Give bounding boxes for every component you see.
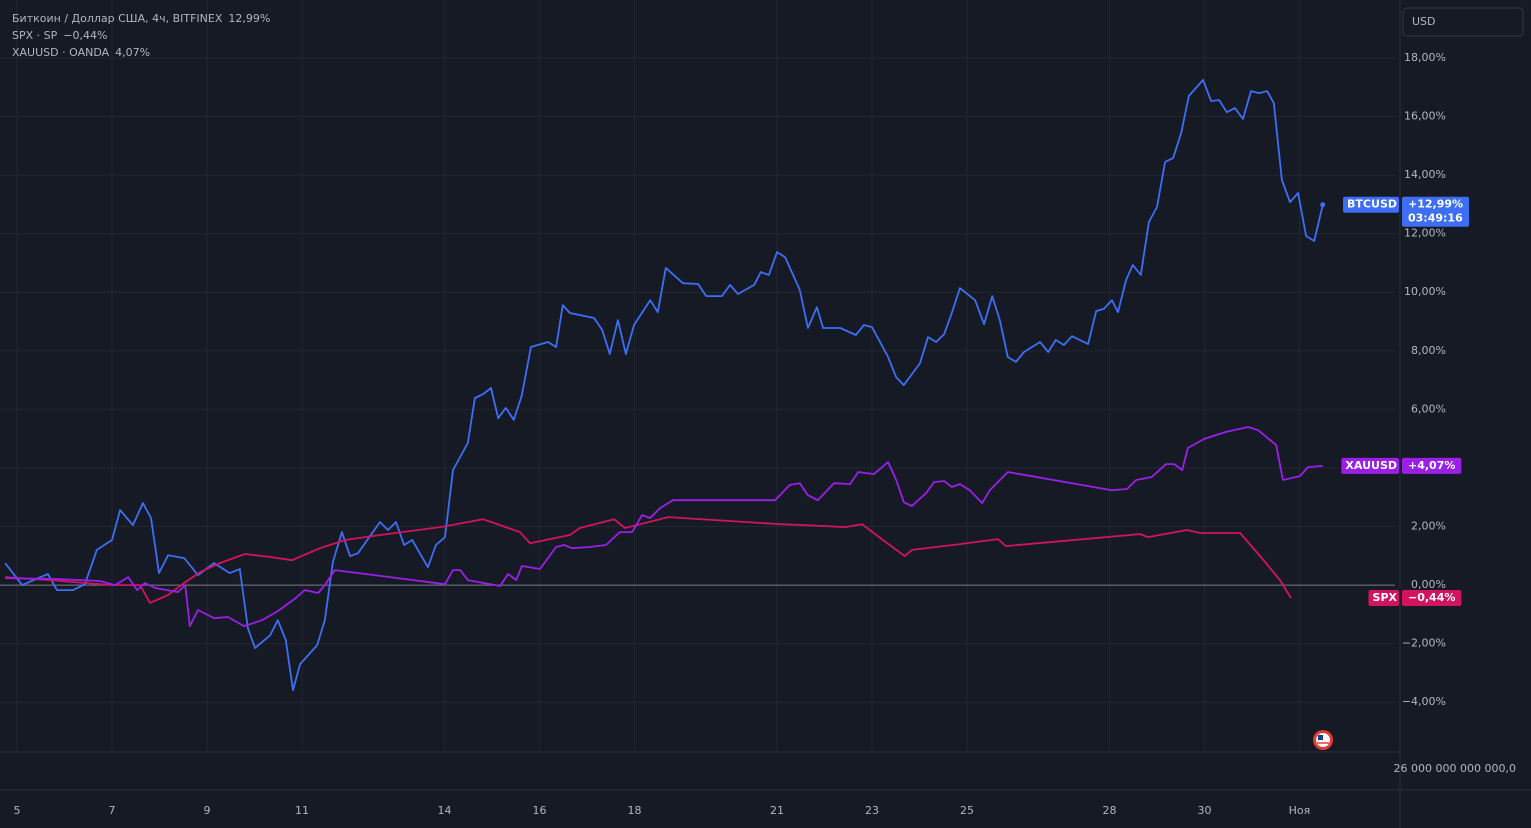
y-tick-label: 12,00% [1404, 227, 1446, 240]
badge-symbol-box [1341, 457, 1399, 474]
currency-button-box[interactable] [1402, 7, 1524, 37]
grid [0, 0, 1395, 752]
legend: Биткоин / Доллар США, 4ч, BITFINEX 12,99%… [12, 12, 270, 59]
us-flag-icon[interactable] [1313, 730, 1333, 750]
badge-symbol: XAUUSD [1345, 459, 1397, 472]
y-tick-label: −2,00% [1402, 637, 1446, 650]
x-tick-label: 21 [770, 804, 784, 817]
x-tick-label: Ноя [1289, 804, 1311, 817]
badge-symbol: BTCUSD [1347, 198, 1397, 211]
y-tick-label: 8,00% [1411, 344, 1446, 357]
x-tick-label: 23 [865, 804, 879, 817]
last-point [1320, 202, 1326, 208]
x-tick-label: 7 [109, 804, 116, 817]
legend-value: 12,99% [228, 12, 270, 25]
volume-axis-label: 26 000 000 000 000,0 [1394, 762, 1516, 775]
series-line [5, 426, 1323, 627]
plot [4, 79, 1326, 692]
badge-value: +12,99% [1408, 198, 1463, 211]
y-tick-label: 6,00% [1411, 402, 1446, 415]
badge-value: −0,44% [1408, 591, 1455, 604]
legend-name[interactable]: Биткоин / Доллар США, 4ч, BITFINEX [12, 12, 223, 25]
y-tick-label: −4,00% [1402, 695, 1446, 708]
x-tick-label: 25 [960, 804, 974, 817]
x-tick-label: 5 [14, 804, 21, 817]
badge-value-box [1402, 589, 1462, 606]
x-tick-label: 30 [1197, 804, 1211, 817]
currency-button-label[interactable]: USD [1412, 15, 1436, 28]
badge-value-box [1402, 457, 1462, 474]
currency-button[interactable]: USD [1402, 7, 1524, 37]
price-badges: BTCUSD +12,99%03:49:16 SPX −0,44% XAUUSD +4,0… [1341, 196, 1470, 606]
badge-symbol-box [1343, 196, 1399, 213]
y-tick-label: 2,00% [1411, 520, 1446, 533]
badge-value-box [1402, 196, 1470, 227]
badge-symbol: SPX [1373, 591, 1398, 604]
series-line [4, 79, 1324, 692]
y-tick-label: 10,00% [1404, 285, 1446, 298]
y-tick-label: 0,00% [1411, 578, 1446, 591]
x-tick-label: 9 [204, 804, 211, 817]
x-tick-label: 28 [1102, 804, 1116, 817]
badge-value: +4,07% [1408, 459, 1455, 472]
x-tick-label: 14 [437, 804, 451, 817]
x-tick-label: 11 [295, 804, 309, 817]
legend-value: −0,44% [63, 29, 107, 42]
x-tick-label: 16 [532, 804, 546, 817]
x-tick-label: 18 [627, 804, 641, 817]
badge-symbol-box [1368, 589, 1399, 606]
y-tick-label: 14,00% [1404, 168, 1446, 181]
legend-value: 4,07% [115, 46, 150, 59]
legend-name[interactable]: SPX · SP [12, 29, 58, 42]
badge-time: 03:49:16 [1408, 212, 1463, 225]
series-line [5, 516, 1292, 604]
y-tick-label: 18,00% [1404, 51, 1446, 64]
flag-canton [1318, 735, 1323, 740]
legend-name[interactable]: XAUUSD · OANDA [12, 46, 110, 59]
y-tick-label: 16,00% [1404, 110, 1446, 123]
axes: 26 000 000 000 000,0 −4,00% −2,00% 0,00% 2,… [14, 51, 1516, 817]
